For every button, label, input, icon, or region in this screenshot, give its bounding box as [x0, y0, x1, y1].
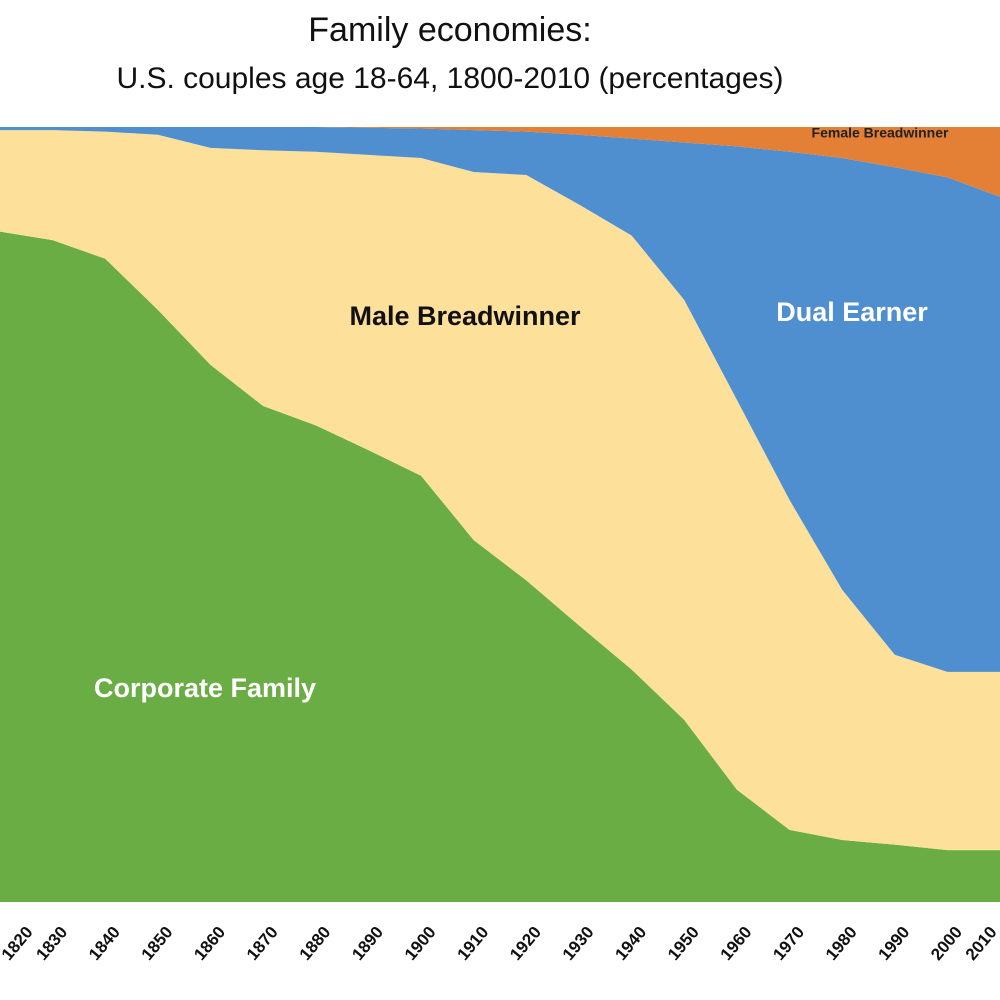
x-tick-label: 1920	[506, 923, 545, 964]
x-tick-label: 1930	[559, 923, 598, 964]
x-tick-label: 2010	[962, 923, 1000, 964]
area	[0, 130, 1000, 851]
series-label: Dual Earner	[776, 297, 928, 327]
series-label: Female Breadwinner	[812, 125, 949, 141]
x-tick-label: 1990	[875, 923, 914, 964]
x-tick-label: 1840	[85, 923, 124, 964]
x-tick-label: 1880	[296, 923, 335, 964]
x-tick-label: 1820	[0, 923, 37, 964]
x-tick-label: 1960	[717, 923, 756, 964]
area	[0, 127, 1000, 197]
x-tick-label: 1850	[138, 923, 177, 964]
x-tick-label: 1980	[822, 923, 861, 964]
x-tick-label: 1900	[401, 923, 440, 964]
area	[0, 231, 1000, 902]
x-tick-label: 1860	[190, 923, 229, 964]
x-tick-label: 1890	[348, 923, 387, 964]
series-label: Corporate Family	[94, 673, 316, 703]
x-tick-label: 2000	[927, 923, 966, 964]
plot-area	[0, 127, 1000, 902]
x-tick-label: 1950	[664, 923, 703, 964]
x-tick-label: 1870	[243, 923, 282, 964]
chart-title: Family economies:	[308, 11, 591, 49]
x-tick-label: 1910	[453, 923, 492, 964]
x-tick-label: 1970	[769, 923, 808, 964]
chart-subtitle: U.S. couples age 18-64, 1800-2010 (perce…	[116, 62, 783, 95]
area	[0, 127, 1000, 672]
series-label: Male Breadwinner	[349, 301, 581, 331]
x-tick-label: 1830	[32, 923, 71, 964]
x-tick-label: 1940	[611, 923, 650, 964]
